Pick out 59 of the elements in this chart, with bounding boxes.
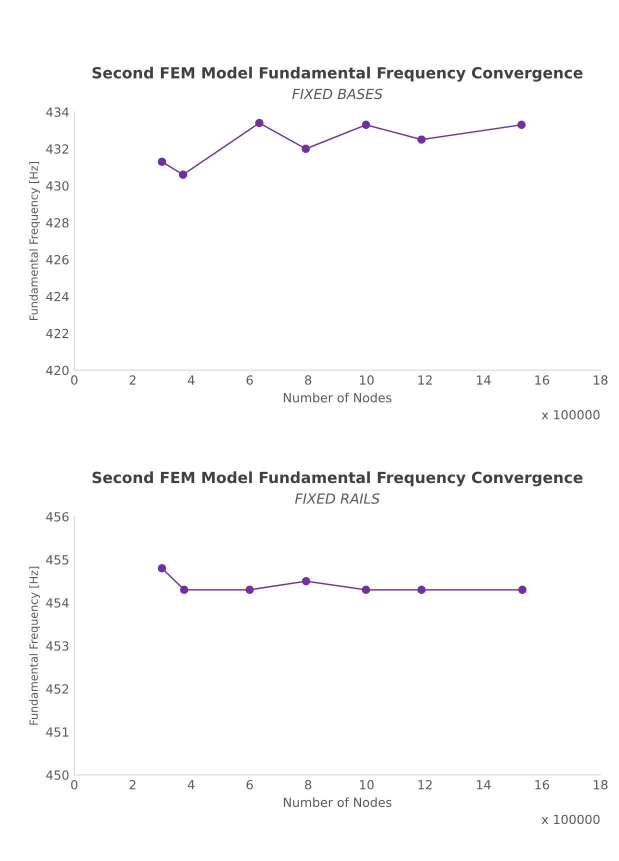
- y-axis-title: Fundamental Frequency [Hz]: [29, 162, 40, 320]
- x-tick-label: 2: [130, 375, 136, 385]
- x-tick-label: 10: [360, 375, 374, 385]
- x-axis-title: Number of Nodes: [284, 797, 392, 808]
- x-tick-label: 14: [476, 375, 491, 385]
- x-tick-label: 0: [71, 375, 78, 385]
- y-tick-label: 424: [46, 292, 69, 302]
- chart-subtitle: FIXED RAILS: [295, 493, 380, 504]
- y-tick-label: 451: [46, 727, 68, 737]
- x-tick-label: 18: [594, 780, 608, 790]
- x-tick-label: 16: [535, 780, 550, 790]
- x-tick-label: 18: [594, 375, 608, 385]
- y-tick-label: 456: [46, 512, 69, 522]
- point: [417, 135, 426, 144]
- x-tick-label: 14: [476, 780, 491, 790]
- x-tick-label: 12: [418, 780, 432, 790]
- y-axis-title: Fundamental Frequency [Hz]: [29, 566, 40, 725]
- y-tick-label: 450: [46, 770, 69, 780]
- x-tick-label: 4: [188, 375, 194, 385]
- y-tick-label: 455: [46, 555, 68, 565]
- chart-title: Second FEM Model Fundamental Frequency Convergence: [92, 66, 582, 82]
- point: [302, 577, 310, 586]
- point: [158, 564, 166, 572]
- y-tick-label: 430: [46, 181, 69, 191]
- point: [180, 586, 188, 594]
- x-tick-label: 0: [71, 780, 78, 790]
- y-tick-label: 428: [46, 218, 69, 228]
- chart-subtitle: FIXED BASES: [292, 88, 382, 100]
- y-tick-label: 434: [46, 107, 69, 117]
- point: [178, 170, 188, 179]
- point: [362, 586, 370, 594]
- y-tick-label: 452: [46, 684, 68, 694]
- point: [255, 118, 264, 128]
- y-tick-label: 422: [46, 328, 68, 338]
- y-tick-label: 432: [46, 144, 68, 154]
- x-tick-label: 8: [304, 375, 312, 385]
- y-tick-label: 426: [46, 255, 69, 264]
- x-tick-label: 4: [188, 780, 194, 790]
- x-tick-label: 10: [360, 780, 374, 790]
- point: [362, 120, 370, 130]
- point: [517, 120, 526, 130]
- text: x 100000: [542, 410, 600, 420]
- x-tick-label: 8: [304, 780, 312, 790]
- x-tick-label: 6: [246, 375, 253, 385]
- point: [158, 158, 166, 166]
- y-tick-label: 454: [46, 598, 69, 608]
- point: [245, 586, 254, 594]
- point: [302, 144, 310, 153]
- point: [518, 586, 527, 594]
- point: [417, 586, 426, 594]
- chart-title: Second FEM Model Fundamental Frequency Convergence: [92, 471, 582, 486]
- x-tick-label: 2: [130, 780, 136, 790]
- x-tick-label: 6: [246, 780, 253, 790]
- x-tick-label: 12: [418, 375, 432, 385]
- y-tick-label: 420: [46, 366, 69, 376]
- y-tick-label: 453: [46, 641, 68, 651]
- x-tick-label: 16: [535, 375, 550, 385]
- x-axis-title: Number of Nodes: [284, 392, 392, 402]
- text: x 100000: [542, 814, 600, 824]
